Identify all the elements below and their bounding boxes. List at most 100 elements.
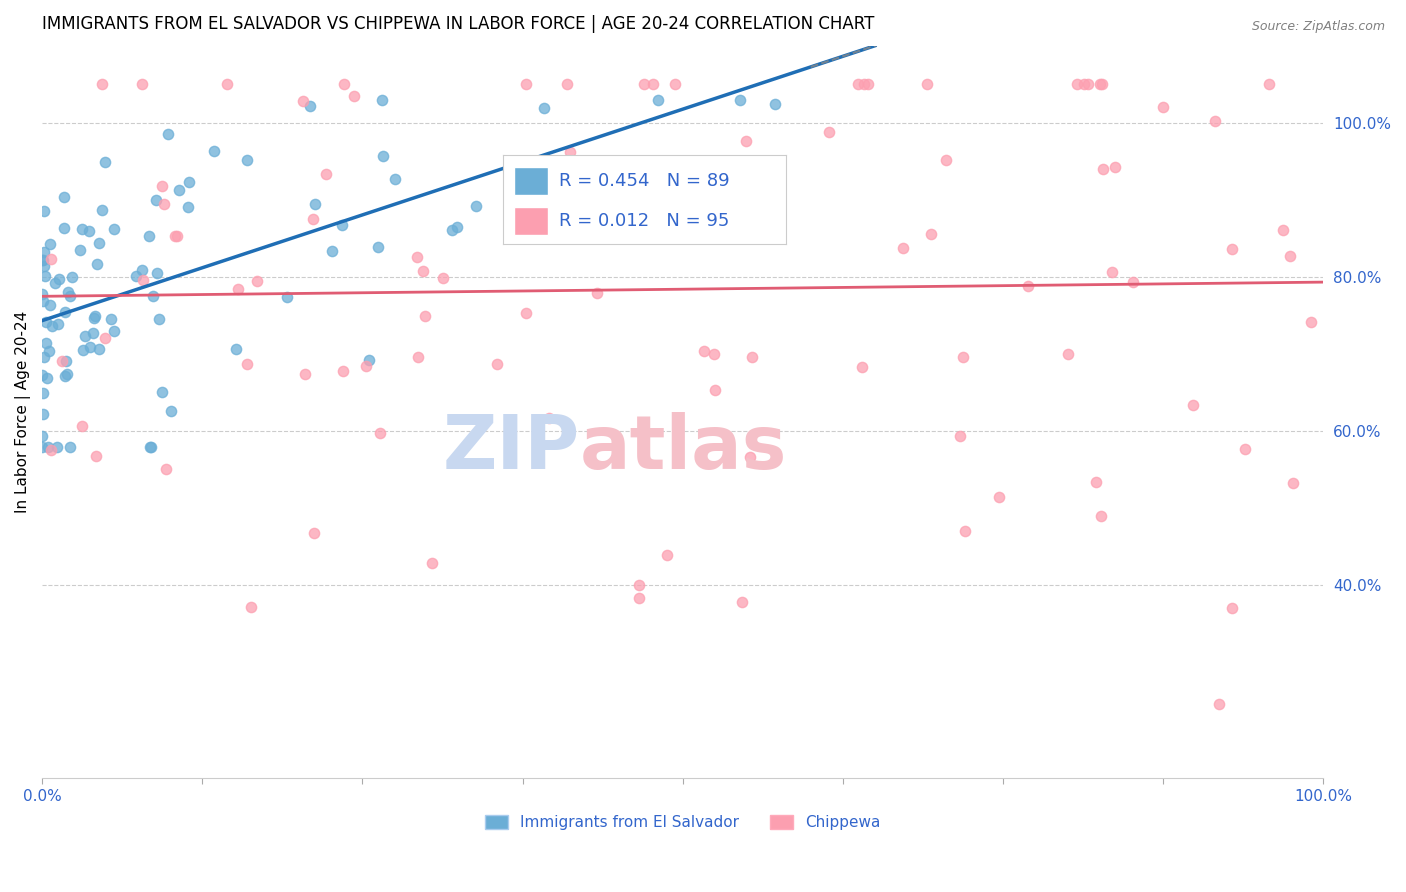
Point [1282,475,1305,490]
Point [160,404,183,418]
Point [343,89,366,103]
Point [276,290,298,304]
Point [46,317,69,331]
Point [728,93,751,107]
Point [515,305,537,319]
Point [1091,161,1114,176]
Point [741,350,763,364]
Point [558,145,581,159]
Point [83,310,105,325]
Point [917,77,939,91]
Point [35,335,58,350]
Point [31,428,53,442]
Point [38,343,60,358]
Point [32,244,55,259]
Point [1182,398,1205,412]
Point [150,385,173,400]
Point [1204,114,1226,128]
Point [60,270,83,285]
Point [412,264,434,278]
Point [1104,160,1126,174]
Point [953,524,976,538]
Point [87,236,110,251]
FancyBboxPatch shape [515,207,548,235]
Point [370,426,392,441]
Point [738,450,761,464]
Point [543,182,565,196]
Point [55,354,77,368]
Point [70,221,93,235]
Text: atlas: atlas [581,412,787,485]
Point [145,193,167,207]
Point [79,341,101,355]
Point [853,77,876,91]
Point [169,183,191,197]
Point [1278,249,1301,263]
Point [332,364,354,378]
Point [1220,242,1243,256]
Point [515,77,537,91]
Point [294,367,316,381]
Point [405,250,427,264]
Point [166,228,188,243]
Point [725,195,748,210]
Point [315,168,337,182]
Point [1057,347,1080,361]
Point [39,252,62,266]
Point [332,77,354,91]
Point [90,202,112,217]
Point [56,367,79,381]
Point [1208,697,1230,711]
Point [48,272,70,286]
Point [420,556,443,570]
Point [39,443,62,458]
Point [432,271,454,285]
Point [537,410,560,425]
Point [731,595,754,609]
Point [1084,475,1107,489]
Point [46,440,69,454]
Point [155,462,177,476]
Point [100,312,122,326]
Point [32,204,55,219]
Point [86,257,108,271]
Point [302,212,325,227]
Point [177,175,200,189]
Point [52,221,75,235]
Point [441,223,464,237]
Point [1271,223,1294,237]
Point [371,93,394,107]
Point [292,94,315,108]
Point [703,347,725,361]
Point [72,343,94,358]
Point [373,149,395,163]
Point [1101,265,1123,279]
Point [34,269,56,284]
Point [131,263,153,277]
Point [755,171,778,186]
Point [35,370,58,384]
Point [31,368,53,382]
FancyBboxPatch shape [515,167,548,195]
Point [41,318,63,333]
Point [246,274,269,288]
Point [202,144,225,158]
Point [131,77,153,91]
Point [226,282,249,296]
Point [142,289,165,303]
Point [817,125,839,139]
Point [367,240,389,254]
Point [406,351,429,365]
Point [1077,77,1099,91]
Point [657,548,679,562]
Point [763,96,786,111]
Point [633,77,655,91]
Point [302,525,325,540]
Point [44,276,66,290]
Point [464,199,486,213]
Point [153,197,176,211]
Point [32,293,55,308]
Point [39,236,62,251]
Point [735,134,758,148]
Point [935,153,957,167]
